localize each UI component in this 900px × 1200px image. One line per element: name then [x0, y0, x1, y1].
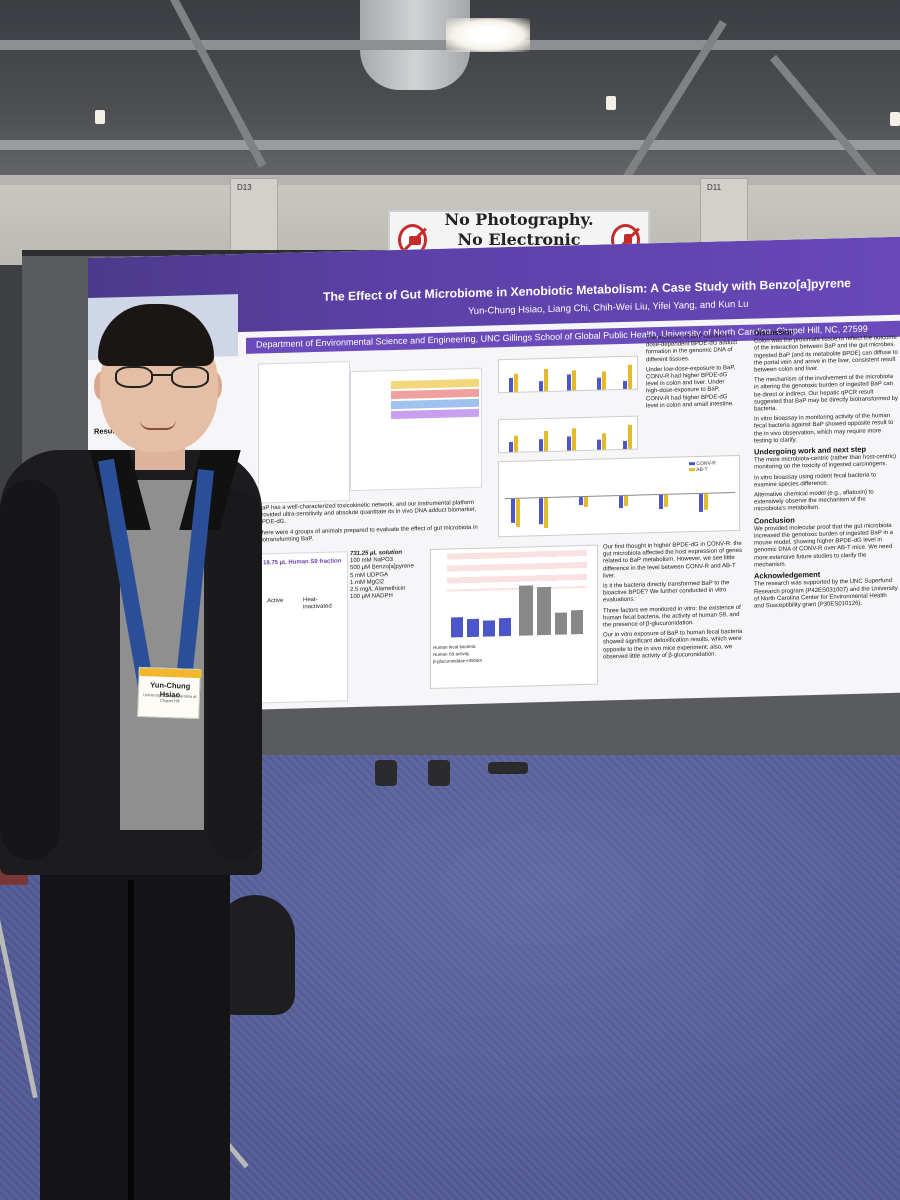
- results-point: There were 4 groups of animals prepared …: [258, 524, 478, 544]
- results-point: BaP has a well-characterized toxicokinet…: [258, 499, 477, 526]
- solution-recipe: 731.25 µL solution 100 mM NaPO3 500 µM B…: [350, 549, 440, 602]
- bullet: Three factors we monitored in vitro: the…: [603, 604, 741, 629]
- jacket-sleeve: [0, 480, 60, 860]
- bullet: The more microbiota-centric (rather than…: [754, 454, 897, 472]
- bullet: In vitro bioassay using rodent fecal bac…: [754, 472, 877, 489]
- gene-expression-chart: CONV-R AB-T: [498, 454, 740, 538]
- booth-label: D13: [237, 183, 252, 192]
- in-vitro-schematic: 18.75 µL Human S9 fraction Active Heat-i…: [258, 551, 348, 704]
- bullet: The exposure of BaP resulted in dose-dep…: [646, 333, 738, 363]
- acknowledgement-text: The research was supported by the UNC Su…: [754, 578, 898, 610]
- visitor-shoe: [428, 760, 450, 786]
- bullet: In vitro bioassay in monitoring activity…: [754, 413, 894, 445]
- bpde-dg-tissue-chart: [498, 355, 638, 394]
- study-design-figure: [350, 367, 482, 492]
- jacket-sleeve: [208, 490, 262, 860]
- pendant-light: [890, 112, 900, 126]
- pendant-light: [606, 96, 616, 110]
- in-vitro-bpde-chart: Human fecal bacteria Human S9 activity β…: [430, 544, 598, 690]
- metabolism-pathway-figure: [258, 361, 350, 504]
- glasses-icon: [115, 366, 211, 390]
- discussion-column: Discussion Colon was the proximate tissu…: [754, 323, 898, 614]
- bullet: Colon was the proximate tissue to reflec…: [754, 335, 898, 374]
- name-badge: Yun-Chung Hsiao University of North Caro…: [137, 666, 202, 720]
- table-row-label: β-glucuronidase inhibitor: [433, 658, 483, 665]
- pendant-light: [95, 110, 105, 124]
- heat-inactivated-label: Heat-inactivated: [303, 596, 332, 611]
- ceiling-light: [446, 18, 530, 52]
- legend-abt: AB-T: [696, 466, 708, 474]
- bullet: Our first thought in higher BPDE-dG in C…: [603, 540, 742, 580]
- active-label: Active: [267, 597, 284, 605]
- bullet: Is it the bacteria directly transformed …: [603, 580, 730, 604]
- bullet: Our in vitro exposure of BaP to human fe…: [603, 629, 743, 661]
- visitor-shoe: [375, 760, 397, 786]
- visitor-shoe: [488, 762, 528, 774]
- dose-response-text: The exposure of BaP resulted in dose-dep…: [646, 333, 738, 413]
- results-text: BaP has a well-characterized toxicokinet…: [258, 499, 490, 547]
- smile: [140, 420, 176, 430]
- bullet: The mechanism of the involvement of the …: [754, 374, 898, 413]
- in-vitro-text: Our first thought in higher BPDE-dG in C…: [603, 541, 743, 665]
- booth-label: D11: [707, 183, 722, 192]
- bpde-dg-tissue-chart: [498, 415, 638, 454]
- bullet: Alternative chemical model (e.g., aflato…: [754, 489, 874, 514]
- badge-affiliation: University of North Carolina at Chapel H…: [143, 692, 197, 704]
- s9-label: 18.75 µL Human S9 fraction: [263, 558, 342, 567]
- bullet: Under low-dose-exposure to BaP, CONV-R h…: [646, 364, 736, 410]
- pants: [40, 830, 230, 1200]
- ceiling-beam: [0, 140, 900, 150]
- solution-item: 100 µM NADPH: [350, 593, 393, 601]
- conclusion-text: We provided molecular proof that the gut…: [754, 522, 893, 569]
- sign-line-1: No Photography.: [444, 210, 594, 229]
